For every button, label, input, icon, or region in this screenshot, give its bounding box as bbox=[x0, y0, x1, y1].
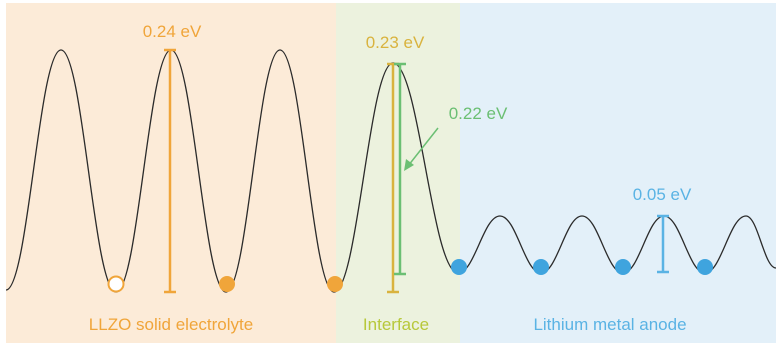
llzo-barrier-indicator: 0.24 eV bbox=[143, 22, 202, 294]
interface-barrier-low-pointer bbox=[407, 127, 439, 167]
anode-ion-marker bbox=[697, 259, 713, 275]
interface-region-label: Interface bbox=[363, 315, 429, 334]
interface-barrier-high-label: 0.23 eV bbox=[366, 33, 425, 52]
anode-ion-marker bbox=[451, 259, 467, 275]
interface-barrier-low-indicator: 0.22 eV bbox=[394, 62, 508, 276]
llzo-region-label: LLZO solid electrolyte bbox=[89, 315, 253, 334]
anode-ion-marker bbox=[533, 259, 549, 275]
anode-barrier-label: 0.05 eV bbox=[633, 185, 692, 204]
llzo-ion-marker bbox=[219, 276, 235, 292]
llzo-barrier-label: 0.24 eV bbox=[143, 22, 202, 41]
interface-region-background bbox=[336, 3, 460, 343]
anode-ion-marker bbox=[615, 259, 631, 275]
llzo-ion-marker bbox=[327, 276, 343, 292]
interface-barrier-low-arrowhead-icon bbox=[404, 159, 414, 171]
vacancy-marker bbox=[107, 275, 125, 293]
interface-barrier-low-label: 0.22 eV bbox=[449, 104, 508, 123]
anode-region-label: Lithium metal anode bbox=[533, 315, 686, 334]
anode-region-background bbox=[460, 3, 776, 343]
anode-barrier-indicator: 0.05 eV bbox=[633, 185, 692, 274]
